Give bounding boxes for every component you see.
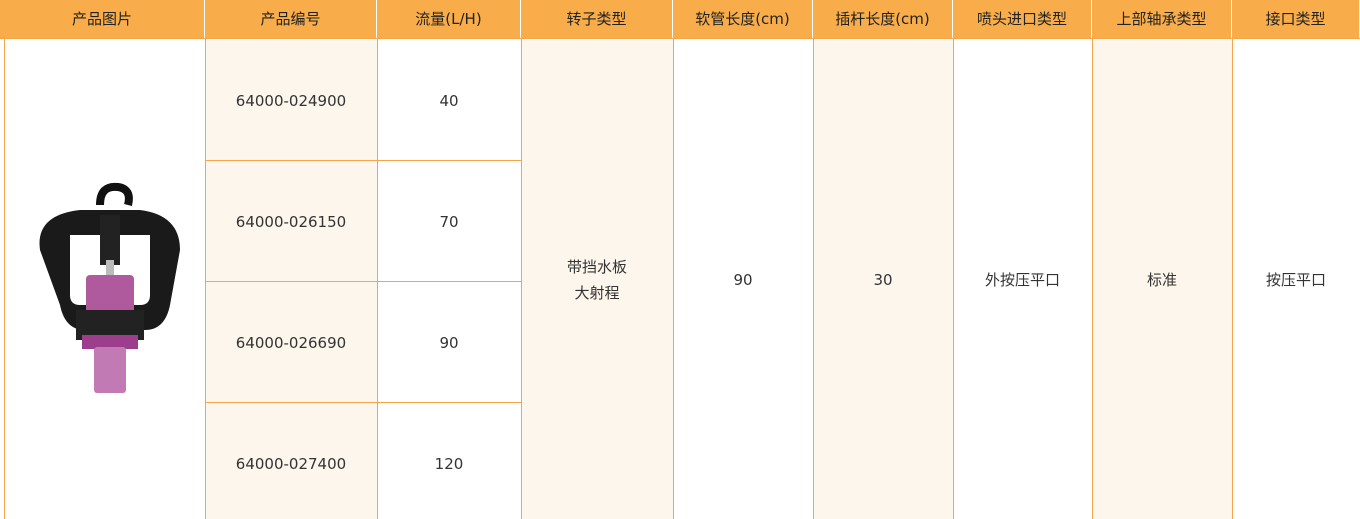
header-cell: 转子类型 — [521, 0, 673, 38]
column-bg — [1092, 40, 1232, 519]
column-bg — [521, 40, 673, 519]
header-cell: 喷头进口类型 — [953, 0, 1092, 38]
row-line — [205, 160, 521, 161]
column-line — [953, 38, 954, 519]
column-line — [1232, 38, 1233, 519]
header-cell: 流量(L/H) — [377, 0, 521, 38]
column-bg — [205, 40, 377, 519]
product-image — [39, 182, 180, 393]
row-line — [205, 281, 521, 282]
inlet-type: 外按压平口 — [984, 271, 1060, 289]
flow: 70 — [439, 212, 459, 231]
column-line — [205, 38, 206, 519]
header-cell: 上部轴承类型 — [1092, 0, 1232, 38]
rotor-type: 带挡水板 大射程 — [521, 40, 673, 519]
header-cell: 产品图片 — [0, 0, 205, 38]
stake-length: 30 — [873, 271, 893, 289]
header-cell: 软管长度(cm) — [673, 0, 813, 38]
column-line — [673, 38, 674, 519]
column-bg — [813, 40, 953, 519]
text-line: 带挡水板 — [566, 258, 627, 276]
column-line — [521, 38, 522, 519]
part-number: 64000-026690 — [235, 333, 347, 352]
column-line — [813, 38, 814, 519]
part-number: 64000-027400 — [235, 454, 347, 473]
flow: 40 — [439, 91, 459, 110]
header-cell: 插杆长度(cm) — [813, 0, 953, 38]
hose-length: 90 — [733, 271, 753, 289]
column-line — [377, 38, 378, 519]
column-line — [1092, 38, 1093, 519]
header-cell: 接口类型 — [1232, 0, 1360, 38]
part-number: 64000-024900 — [235, 91, 347, 110]
text-line: 大射程 — [574, 284, 620, 302]
part-number: 64000-026150 — [235, 212, 347, 231]
column-line — [4, 38, 5, 519]
connector-type: 按压平口 — [1265, 271, 1326, 289]
flow: 90 — [439, 333, 459, 352]
row-line — [205, 402, 521, 403]
header-cell: 产品编号 — [205, 0, 377, 38]
header-line — [0, 38, 1360, 39]
bearing-type: 标准 — [1146, 271, 1177, 289]
flow: 120 — [434, 454, 464, 473]
